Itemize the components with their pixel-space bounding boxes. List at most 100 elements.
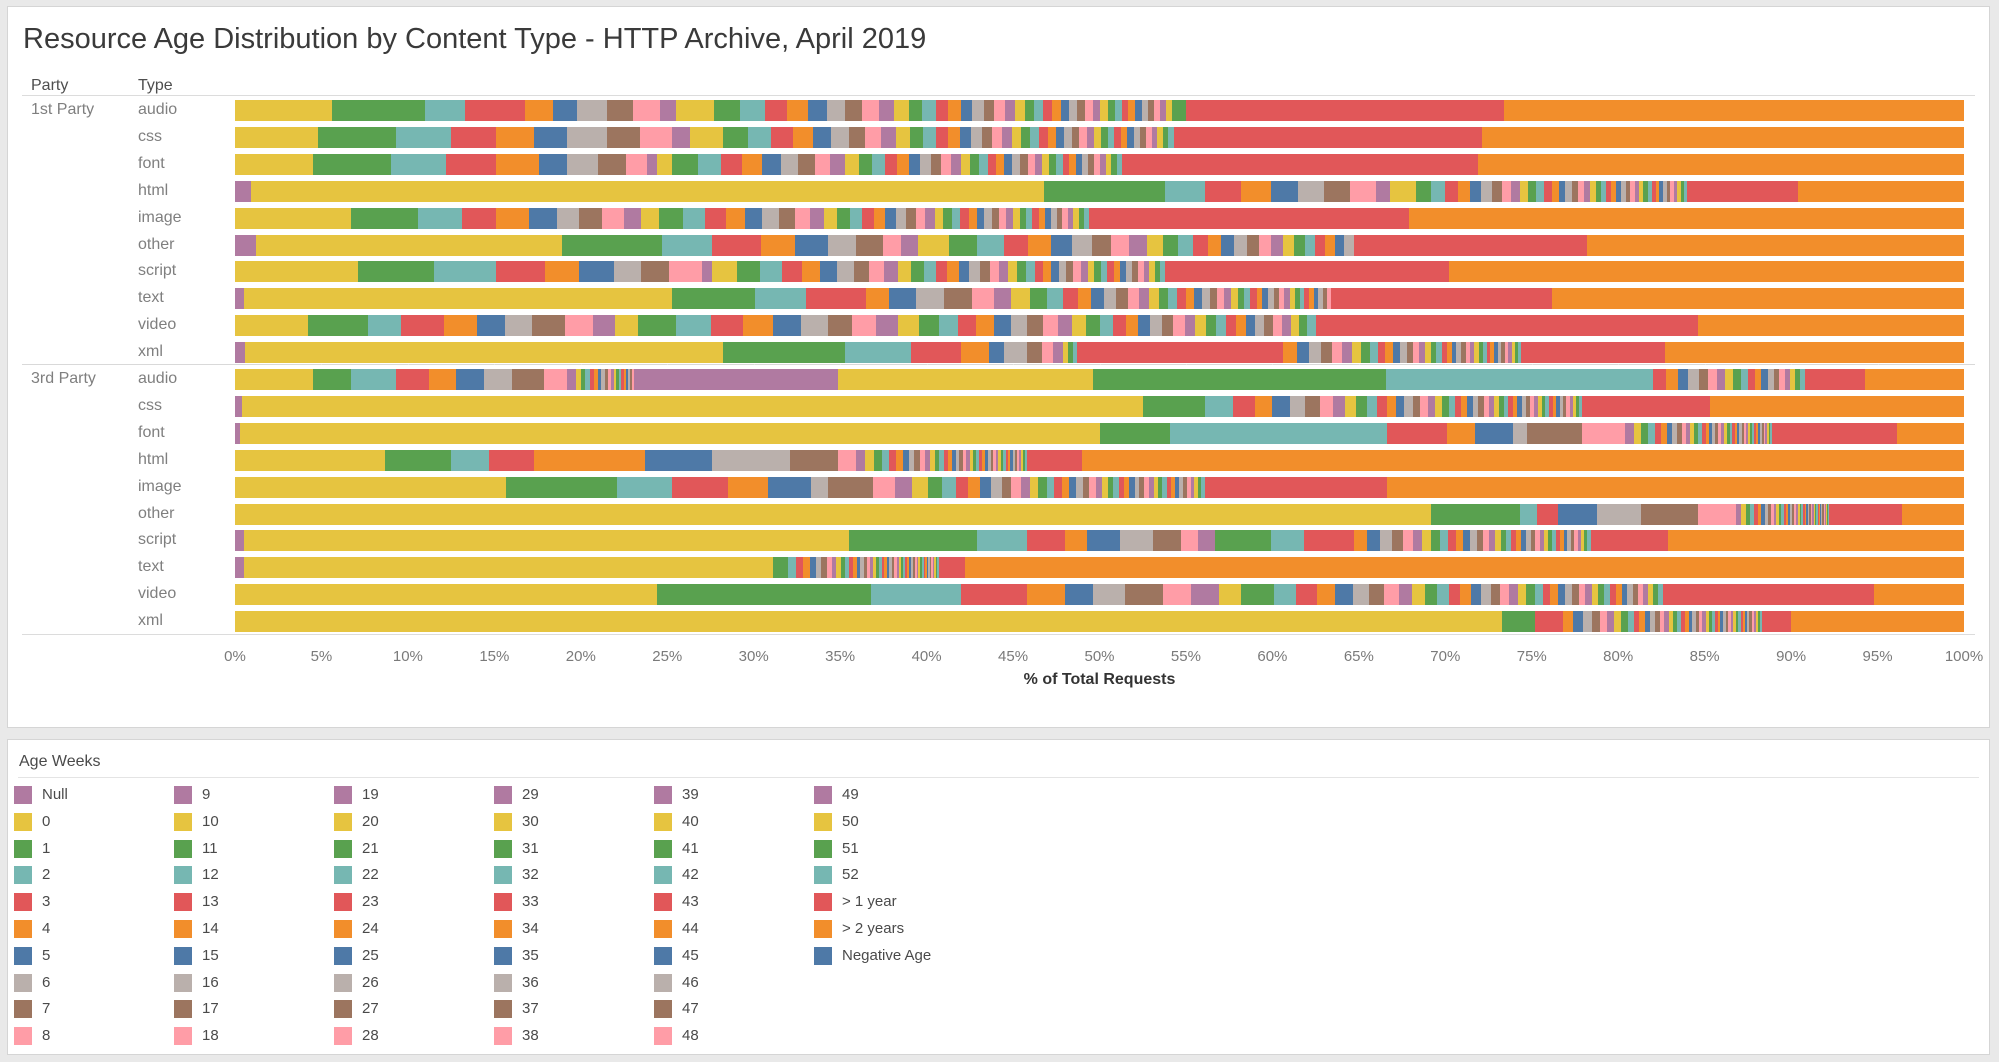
bar-segment-age-22[interactable] <box>1168 288 1178 310</box>
bar-segment-age-50[interactable] <box>1149 261 1155 283</box>
bar-segment-age-37[interactable] <box>1571 584 1579 606</box>
bar-segment-age-Null[interactable] <box>235 342 246 364</box>
bar-segment-age-28[interactable] <box>915 207 926 229</box>
bar-segment-age-47[interactable] <box>929 557 932 579</box>
bar-segment-age-47[interactable] <box>1056 207 1063 229</box>
bar-segment-age-11[interactable] <box>722 126 748 148</box>
bar-segment-age-50[interactable] <box>1572 395 1576 417</box>
bar-segment-age-18[interactable] <box>869 261 884 283</box>
bar-segment-age-28[interactable] <box>962 449 967 471</box>
bar-segment-age-9[interactable] <box>701 261 713 283</box>
bar-segment-age-1[interactable] <box>656 584 872 606</box>
bar-segment-age-46[interactable] <box>1627 584 1633 606</box>
bar-segment-age-23[interactable] <box>1177 288 1186 310</box>
bar-segment-age-37[interactable] <box>1809 503 1811 525</box>
bar-segment-age-35[interactable] <box>1521 530 1527 552</box>
bar-segment-age-18[interactable] <box>919 449 926 471</box>
bar-segment-age-16[interactable] <box>1380 530 1392 552</box>
bar-segment-age-35[interactable] <box>1677 369 1689 390</box>
bar-segment-age->2years[interactable] <box>1552 288 1964 310</box>
bar-segment-age-16[interactable] <box>1650 611 1655 633</box>
legend-item-28[interactable]: 28 <box>334 1025 492 1052</box>
bar-segment-age-6[interactable] <box>916 288 944 310</box>
bar-segment-age-9[interactable] <box>1607 611 1615 633</box>
bar-segment-age-23[interactable] <box>1447 530 1456 552</box>
bar-segment-age-29[interactable] <box>1796 503 1798 525</box>
bar-segment-age-34[interactable] <box>1717 611 1721 633</box>
bar-segment-age-19[interactable] <box>925 449 931 471</box>
bar-segment-age-31[interactable] <box>973 449 977 471</box>
bar-segment-age->1year[interactable] <box>1590 530 1669 552</box>
bar-segment-age-22[interactable] <box>878 557 882 579</box>
legend-item-16[interactable]: 16 <box>174 972 332 999</box>
bar-segment-age-28[interactable] <box>632 369 635 390</box>
bar-segment-age-33[interactable] <box>960 207 969 229</box>
bar-segment-age-33[interactable] <box>1732 422 1735 444</box>
bar-segment-age-38[interactable] <box>1578 584 1586 606</box>
legend-item-1[interactable]: 1 <box>14 838 172 865</box>
bar-segment-age-0[interactable] <box>243 557 773 579</box>
bar-segment-age-37[interactable] <box>1525 395 1530 417</box>
bar-segment-age-52[interactable] <box>1083 207 1090 229</box>
legend-item-48[interactable]: 48 <box>654 1025 812 1052</box>
bar-segment-age-49[interactable] <box>1067 207 1074 229</box>
bar-segment-age-1[interactable] <box>722 342 846 364</box>
bar-segment-age-52[interactable] <box>1024 449 1027 471</box>
bar-segment-age-43[interactable] <box>1610 584 1616 606</box>
bar-segment-age-19[interactable] <box>1342 342 1353 364</box>
bar-segment-age-42[interactable] <box>1003 449 1006 471</box>
bar-segment-age-6[interactable] <box>1092 584 1126 606</box>
bar-segment-age-40[interactable] <box>1537 395 1542 417</box>
bar-segment-age-44[interactable] <box>1128 100 1136 121</box>
bar-segment-age-0[interactable] <box>235 126 318 148</box>
bar-segment-age-14[interactable] <box>896 449 903 471</box>
bar-segment-age-37[interactable] <box>1273 288 1280 310</box>
bar-segment-age-38[interactable] <box>914 557 917 579</box>
bar-segment-age-52[interactable] <box>1159 261 1166 283</box>
bar-segment-age-43[interactable] <box>1032 207 1039 229</box>
bar-segment-age-26[interactable] <box>1201 288 1210 310</box>
bar-segment-age-2[interactable] <box>1204 395 1233 417</box>
bar-segment-age-42[interactable] <box>1604 584 1611 606</box>
bar-segment-age-12[interactable] <box>747 126 772 148</box>
bar-segment-age-16[interactable] <box>1404 395 1413 417</box>
bar-segment-age->2years[interactable] <box>1697 315 1964 337</box>
bar-segment-age-34[interactable] <box>1734 422 1738 444</box>
bar-segment-age-41[interactable] <box>1094 261 1101 283</box>
bar-segment-age-37[interactable] <box>1725 611 1729 633</box>
bar-segment-age-18[interactable] <box>1770 503 1774 525</box>
bar-segment-age-16[interactable] <box>1352 584 1370 606</box>
bar-segment-age-16[interactable] <box>908 449 915 471</box>
bar-segment-age-39[interactable] <box>1035 153 1043 175</box>
bar-segment-age-44[interactable] <box>1309 288 1314 310</box>
bar-segment-age-49[interactable] <box>1577 530 1581 552</box>
bar-segment-age-45[interactable] <box>1761 369 1768 390</box>
bar-segment-age-50[interactable] <box>1105 153 1112 175</box>
bar-segment-age-23[interactable] <box>935 261 948 283</box>
bar-segment-age-38[interactable] <box>1079 126 1087 148</box>
bar-segment-age-20[interactable] <box>1422 530 1432 552</box>
bar-segment-age-26[interactable] <box>628 369 631 390</box>
bar-segment-age-32[interactable] <box>1099 315 1114 337</box>
bar-segment-age-32[interactable] <box>1711 611 1715 633</box>
bar-segment-age-49[interactable] <box>1765 422 1768 444</box>
bar-segment-age-25[interactable] <box>886 557 890 579</box>
bar-segment-age-9[interactable] <box>660 100 676 121</box>
bar-segment-age-12[interactable] <box>1367 395 1378 417</box>
bar-segment-age-34[interactable] <box>1042 261 1051 283</box>
bar-segment-age-30[interactable] <box>898 557 901 579</box>
bar-segment-age-47[interactable] <box>1147 100 1155 121</box>
bar-segment-age-15[interactable] <box>1367 530 1381 552</box>
legend-item-Null[interactable]: Null <box>14 784 172 811</box>
bar-segment-age-12[interactable] <box>1627 611 1634 633</box>
bar-segment-age-4[interactable] <box>525 100 554 121</box>
bar-segment-age-1[interactable] <box>772 557 789 579</box>
bar-segment-age-31[interactable] <box>1430 342 1437 364</box>
bar-segment-age-27[interactable] <box>1715 422 1719 444</box>
bar-segment-age-41[interactable] <box>1294 288 1300 310</box>
bar-segment-age-49[interactable] <box>1508 342 1512 364</box>
bar-segment-age-1[interactable] <box>350 207 419 229</box>
legend-item-10[interactable]: 10 <box>174 811 332 838</box>
bar-segment-age-48[interactable] <box>1574 530 1578 552</box>
bar-segment-age-27[interactable] <box>1247 234 1260 256</box>
